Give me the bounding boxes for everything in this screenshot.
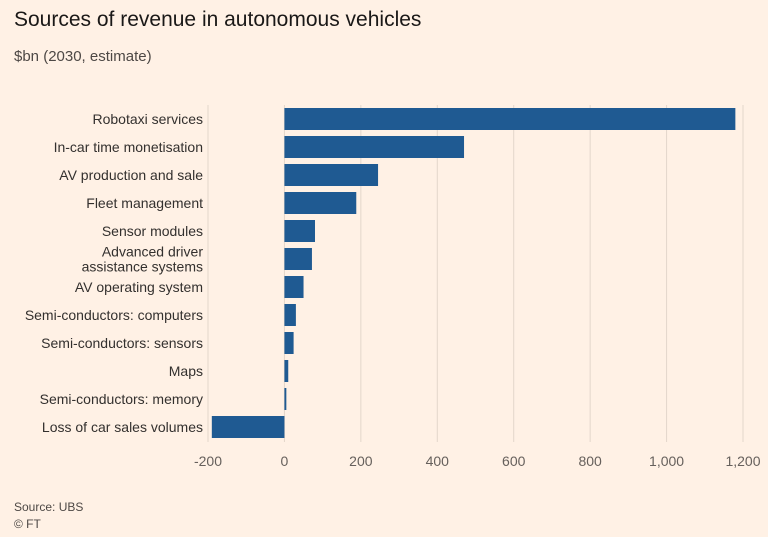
bar-7 xyxy=(284,304,296,326)
bar-9 xyxy=(284,360,289,382)
category-labels: Robotaxi services In-car time monetisatio… xyxy=(25,111,204,435)
category-label-7: Semi-conductors: computers xyxy=(25,307,203,323)
x-tick-label-2: 200 xyxy=(349,453,373,469)
bar-10 xyxy=(284,388,287,410)
bar-4 xyxy=(284,220,315,242)
bar-11 xyxy=(211,416,285,438)
gridlines xyxy=(207,105,744,442)
category-label-6: AV operating system xyxy=(75,279,203,295)
x-tick-label-6: 1,000 xyxy=(649,453,684,469)
category-label-10: Semi-conductors: memory xyxy=(40,391,203,407)
category-label-3: Fleet management xyxy=(86,195,203,211)
category-label-9: Maps xyxy=(169,363,203,379)
bar-2 xyxy=(284,164,379,186)
chart-title: Sources of revenue in autonomous vehicle… xyxy=(14,8,422,31)
category-label-1: In-car time monetisation xyxy=(54,139,203,155)
x-tick-label-7: 1,200 xyxy=(725,453,760,469)
copyright-note: © FT xyxy=(14,517,41,531)
category-label-0: Robotaxi services xyxy=(93,111,204,127)
chart-subtitle: $bn (2030, estimate) xyxy=(14,48,152,65)
bars xyxy=(211,108,736,438)
source-note: Source: UBS xyxy=(14,500,84,514)
bar-0 xyxy=(284,108,736,130)
category-label-4: Sensor modules xyxy=(102,223,203,239)
x-axis-ticks: -200 0 200 400 600 800 1,000 1,200 xyxy=(194,453,761,469)
bar-8 xyxy=(284,332,294,354)
bar-6 xyxy=(284,276,304,298)
category-label-11: Loss of car sales volumes xyxy=(42,419,203,435)
x-tick-label-3: 400 xyxy=(426,453,450,469)
category-label-8: Semi-conductors: sensors xyxy=(41,335,203,351)
x-tick-label-1: 0 xyxy=(281,453,289,469)
category-label-2: AV production and sale xyxy=(59,167,203,183)
x-tick-label-5: 800 xyxy=(578,453,602,469)
x-tick-label-0: -200 xyxy=(194,453,222,469)
x-tick-label-4: 600 xyxy=(502,453,526,469)
bar-1 xyxy=(284,136,465,158)
category-label-5: Advanced driver assistance systems xyxy=(82,244,204,275)
bar-5 xyxy=(284,248,312,270)
bar-3 xyxy=(284,192,357,214)
